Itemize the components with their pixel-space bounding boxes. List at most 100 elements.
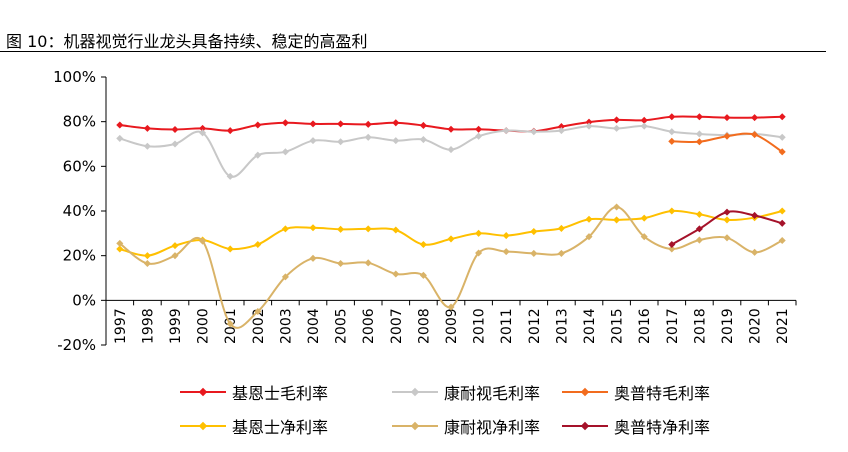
data-point	[281, 225, 289, 233]
data-point	[364, 120, 372, 128]
x-tick-label: 2008	[416, 308, 432, 344]
data-point	[116, 239, 124, 247]
data-point	[281, 273, 289, 281]
data-point	[640, 122, 648, 130]
x-tick-label: 2019	[720, 308, 736, 344]
data-point	[309, 254, 317, 262]
data-point	[226, 320, 234, 328]
data-point	[613, 216, 621, 224]
data-point	[640, 233, 648, 241]
data-point	[530, 249, 538, 257]
legend-label: 奥普特毛利率	[614, 384, 711, 403]
x-tick-label: 2017	[665, 308, 681, 344]
data-point	[419, 121, 427, 129]
data-point	[309, 137, 317, 145]
data-point	[116, 121, 124, 129]
data-point	[392, 119, 400, 127]
legend-swatch	[562, 384, 608, 400]
data-point	[475, 229, 483, 237]
data-point	[668, 207, 676, 215]
y-tick-label: 40%	[63, 202, 96, 220]
data-point	[337, 225, 345, 233]
data-point	[281, 119, 289, 127]
data-point	[751, 131, 759, 139]
data-point	[557, 127, 565, 135]
data-point	[364, 259, 372, 267]
data-point	[778, 219, 786, 227]
data-point	[668, 128, 676, 136]
data-point	[778, 148, 786, 156]
data-point	[419, 135, 427, 144]
legend-swatch	[562, 418, 608, 434]
data-point	[585, 233, 593, 241]
legend-swatch	[392, 418, 438, 434]
legend-item: 奥普特毛利率	[562, 380, 710, 404]
data-point	[226, 245, 234, 253]
data-point	[337, 138, 345, 146]
legend-swatch	[180, 418, 226, 434]
data-point	[475, 125, 483, 133]
data-point	[309, 224, 317, 232]
data-point	[778, 113, 786, 121]
data-point	[254, 121, 262, 129]
x-tick-label: 2000	[196, 308, 212, 344]
data-point	[668, 137, 676, 145]
data-point	[695, 236, 703, 244]
data-point	[640, 116, 648, 124]
data-point	[557, 249, 565, 257]
x-tick-label: 2007	[389, 308, 405, 344]
data-point	[695, 138, 703, 146]
data-point	[695, 225, 703, 233]
data-point	[419, 240, 427, 249]
data-point	[226, 172, 234, 180]
x-tick-label: 2006	[361, 308, 377, 344]
y-tick-label: -20%	[57, 336, 96, 354]
data-point	[475, 132, 483, 140]
data-point	[778, 207, 786, 215]
series-line-4	[119, 209, 783, 257]
data-point	[778, 133, 786, 141]
data-point	[392, 137, 400, 145]
x-tick-label: 1997	[113, 308, 129, 344]
data-point	[502, 248, 510, 256]
data-point	[171, 140, 179, 148]
data-point	[557, 224, 565, 232]
data-point	[502, 127, 510, 135]
data-point	[585, 215, 593, 223]
data-point	[447, 146, 455, 154]
legend-swatch	[180, 384, 226, 400]
x-tick-label: 2015	[610, 308, 626, 344]
data-point	[171, 125, 179, 134]
data-point	[447, 303, 455, 311]
x-tick-label: 1998	[140, 308, 156, 344]
data-point	[613, 116, 621, 124]
data-point	[475, 249, 483, 257]
data-point	[723, 216, 731, 224]
legend-label: 康耐视毛利率	[444, 384, 541, 403]
data-point	[585, 122, 593, 130]
data-point	[613, 203, 621, 211]
x-tick-label: 2005	[334, 308, 350, 344]
legend-item: 基恩士毛利率	[180, 380, 328, 404]
data-point	[585, 118, 593, 126]
data-point	[143, 124, 151, 132]
legend-item: 基恩士净利率	[180, 414, 328, 438]
y-tick-label: 0%	[72, 291, 96, 309]
y-tick-label: 100%	[53, 68, 96, 86]
data-point	[143, 142, 151, 150]
data-point	[751, 114, 759, 122]
data-point	[668, 113, 676, 121]
legend-label: 基恩士毛利率	[232, 384, 329, 403]
x-tick-label: 2012	[527, 308, 543, 344]
x-tick-label: 2014	[582, 308, 598, 344]
data-point	[751, 211, 759, 220]
data-point	[723, 132, 731, 140]
legend-label: 奥普特净利率	[614, 418, 711, 437]
x-tick-label: 2013	[554, 308, 570, 344]
y-tick-label: 20%	[63, 247, 96, 265]
data-point	[199, 237, 207, 245]
x-tick-label: 2016	[637, 308, 653, 344]
data-point	[226, 127, 234, 135]
data-point	[364, 225, 372, 233]
x-tick-label: 2018	[692, 308, 708, 344]
